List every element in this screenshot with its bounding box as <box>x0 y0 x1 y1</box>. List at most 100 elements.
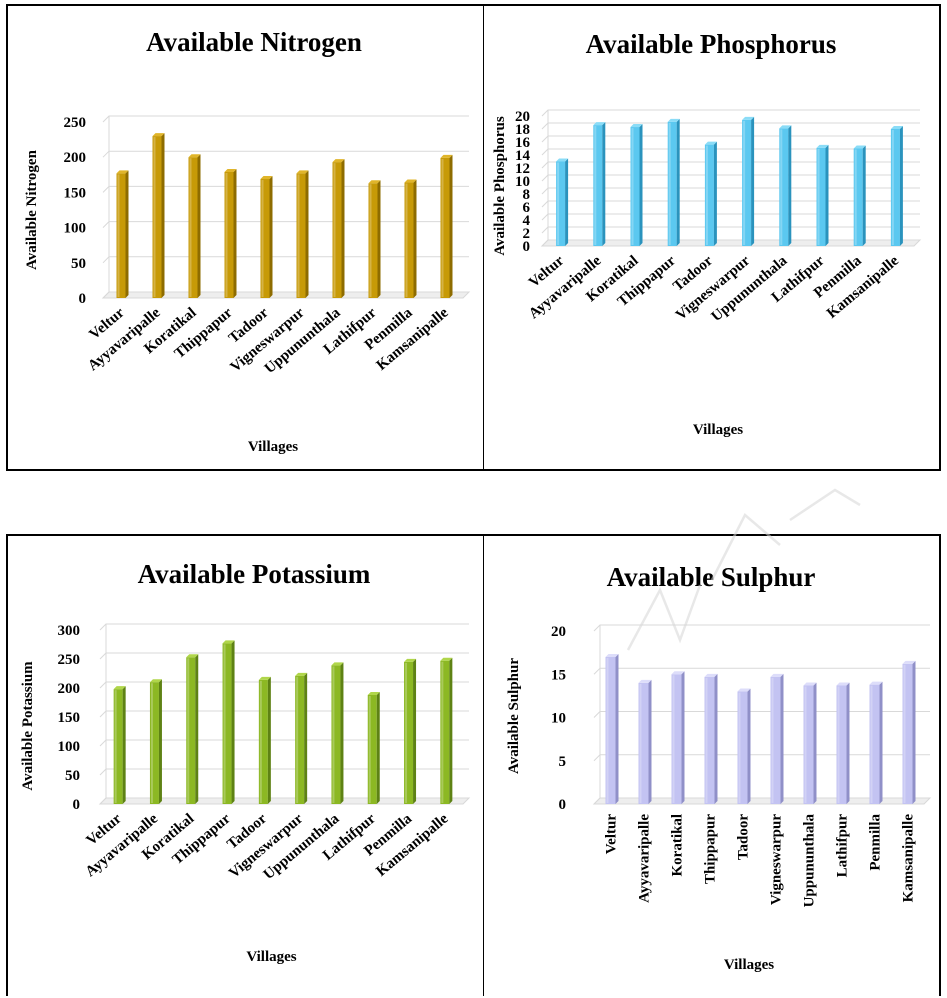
nitrogen-bar <box>116 170 129 298</box>
phosphorus-bar <box>593 122 606 246</box>
phosphorus-chart-title: Available Phosphorus <box>586 29 837 59</box>
sulphur-bar <box>869 681 883 804</box>
potassium-chart: Available Potassium Available Potassium Vi… <box>20 559 471 965</box>
potassium-y-tick-label: 150 <box>58 710 81 726</box>
potassium-y-tick-label: 200 <box>58 681 81 697</box>
potassium-bar <box>404 658 417 804</box>
phosphorus-y-tick-label: 2 <box>523 226 531 242</box>
phosphorus-bar <box>630 124 643 246</box>
phosphorus-y-tick-label: 4 <box>523 213 531 229</box>
potassium-y-tick-label: 0 <box>73 797 81 813</box>
phosphorus-bar <box>667 118 680 246</box>
sulphur-x-tick-label: Koratikal <box>670 814 686 877</box>
sulphur-chart: Available Sulphur Available Sulphur Villag… <box>506 562 932 973</box>
nitrogen-chart-panel: Available Nitrogen Available Nitrogen Vill… <box>6 4 484 471</box>
sulphur-x-tick-label: Vigneswarpur <box>769 814 785 905</box>
sulphur-y-axis-label: Available Sulphur <box>506 658 522 774</box>
phosphorus-bar <box>742 116 755 247</box>
nitrogen-chart-title: Available Nitrogen <box>146 27 362 57</box>
nitrogen-y-tick-label: 150 <box>64 185 87 201</box>
phosphorus-bar <box>779 125 792 246</box>
potassium-y-tick-label: 300 <box>58 623 81 639</box>
potassium-y-tick-label: 100 <box>58 739 81 755</box>
phosphorus-bar <box>816 144 829 246</box>
potassium-bar <box>149 679 162 804</box>
nitrogen-y-axis-label: Available Nitrogen <box>24 149 40 270</box>
nitrogen-y-tick-label: 50 <box>71 256 86 272</box>
nitrogen-bar <box>188 154 201 298</box>
phosphorus-y-tick-label: 12 <box>515 161 530 177</box>
sulphur-y-tick-label: 5 <box>559 754 567 770</box>
phosphorus-chart: Available Phosphorus Available Phosphorus… <box>492 29 922 438</box>
nitrogen-bar <box>296 170 309 298</box>
potassium-y-tick-label: 250 <box>58 652 81 668</box>
sulphur-x-tick-label: Kamsanipalle <box>901 814 917 903</box>
phosphorus-y-tick-label: 6 <box>523 200 531 216</box>
potassium-gridline <box>99 652 469 660</box>
nitrogen-x-axis-label: Villages <box>248 439 298 455</box>
sulphur-y-tick-label: 15 <box>551 667 566 683</box>
nitrogen-y-tick-label: 250 <box>64 115 87 131</box>
sulphur-bar <box>803 682 817 804</box>
phosphorus-y-tick-label: 18 <box>515 122 530 138</box>
nitrogen-bar <box>368 180 381 298</box>
sulphur-gridline <box>593 624 930 632</box>
phosphorus-y-tick-label: 10 <box>515 174 530 190</box>
potassium-bar <box>331 662 344 804</box>
potassium-bar <box>367 691 380 804</box>
sulphur-bar <box>605 653 619 804</box>
phosphorus-y-tick-label: 14 <box>515 148 531 164</box>
sulphur-x-tick-label: Penmilla <box>868 814 884 871</box>
potassium-bar <box>440 657 453 804</box>
potassium-y-axis-label: Available Potassium <box>20 661 36 791</box>
potassium-chart-panel: Available Potassium Available Potassium Vi… <box>6 534 484 996</box>
phosphorus-bar <box>704 141 717 246</box>
potassium-bar <box>258 676 271 804</box>
sulphur-x-tick-label: Lathifpur <box>835 814 851 878</box>
sulphur-x-axis-label: Villages <box>724 957 774 973</box>
nitrogen-bar <box>332 159 345 298</box>
sulphur-y-tick-label: 10 <box>551 711 566 727</box>
sulphur-bar <box>671 671 685 804</box>
phosphorus-bar <box>890 126 903 246</box>
sulphur-chart-panel: Available Sulphur Available Sulphur Villag… <box>483 534 941 996</box>
phosphorus-y-axis-label: Available Phosphorus <box>492 116 508 255</box>
nitrogen-bar <box>152 133 165 298</box>
nitrogen-gridline <box>102 115 469 123</box>
sulphur-y-tick-label: 0 <box>559 797 567 813</box>
nitrogen-chart: Available Nitrogen Available Nitrogen Vill… <box>24 27 471 455</box>
phosphorus-y-tick-label: 0 <box>523 239 531 255</box>
sulphur-bar <box>902 660 916 804</box>
phosphorus-chart-panel: Available Phosphorus Available Phosphorus… <box>483 4 941 471</box>
sulphur-x-tick-label: Thippapur <box>703 814 719 884</box>
phosphorus-y-tick-label: 8 <box>523 187 531 203</box>
sulphur-gridline <box>593 667 930 675</box>
nitrogen-bar <box>440 154 453 298</box>
sulphur-x-tick-label: Tadoor <box>736 814 752 860</box>
phosphorus-x-axis-label: Villages <box>693 422 743 438</box>
nitrogen-bar <box>224 168 237 298</box>
sulphur-y-tick-label: 20 <box>551 624 566 640</box>
phosphorus-bar <box>556 158 569 246</box>
phosphorus-gridline <box>541 109 920 117</box>
phosphorus-y-tick-label: 16 <box>515 135 531 151</box>
nitrogen-bar <box>404 179 417 298</box>
sulphur-x-tick-label: Veltur <box>604 814 620 855</box>
sulphur-x-tick-label: Uppununthala <box>802 814 818 908</box>
potassium-x-axis-label: Villages <box>246 949 296 965</box>
sulphur-chart-title: Available Sulphur <box>607 562 816 592</box>
potassium-y-tick-label: 50 <box>65 768 80 784</box>
potassium-bar <box>295 672 308 804</box>
nitrogen-y-tick-label: 0 <box>79 291 87 307</box>
potassium-chart-title: Available Potassium <box>138 559 371 589</box>
potassium-bar <box>222 640 235 804</box>
sulphur-bar <box>737 688 751 804</box>
sulphur-bar <box>638 679 652 804</box>
potassium-bar <box>113 686 126 804</box>
nitrogen-y-tick-label: 200 <box>64 150 87 166</box>
sulphur-x-tick-label: Ayyavaripalle <box>637 814 653 903</box>
phosphorus-y-tick-label: 20 <box>515 109 530 125</box>
sulphur-bar <box>704 673 718 804</box>
sulphur-bar <box>770 673 784 804</box>
phosphorus-bar <box>853 145 866 246</box>
